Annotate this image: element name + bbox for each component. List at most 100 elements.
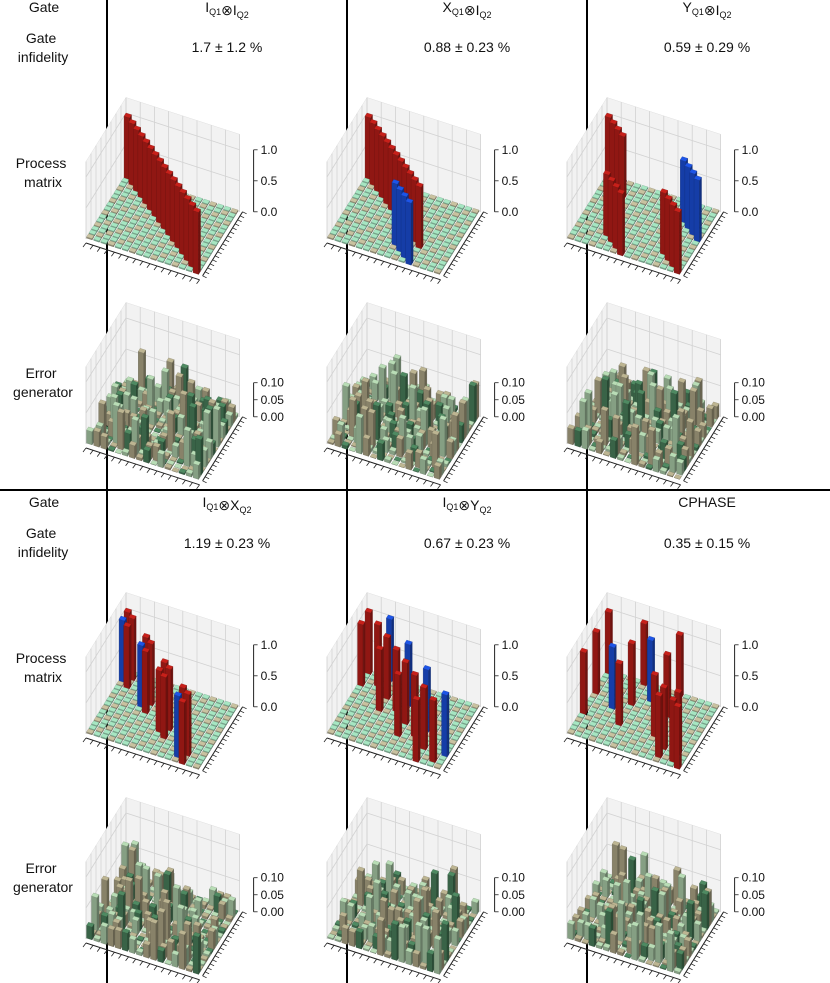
y-tick (470, 231, 476, 235)
error-bar-2-15 (100, 921, 109, 946)
x-tick (394, 760, 399, 766)
gate-name-4-part-1: ⊗ (458, 497, 470, 513)
error-bar-1-10 (346, 901, 355, 923)
row-label-process-top: Process matrix (16, 155, 70, 190)
x-tick (670, 772, 674, 777)
error-bar-15-14 (676, 458, 685, 476)
floor-cell-0-2 (118, 181, 127, 189)
x-tick (423, 479, 427, 485)
x-tick (153, 965, 158, 971)
y-tick (237, 424, 242, 428)
x-tick (139, 261, 144, 266)
y-tick (483, 416, 488, 420)
error-bar-15-9 (207, 926, 216, 951)
z-tick-label: 0.10 (261, 376, 285, 390)
x-tick (125, 461, 129, 467)
x-tick (394, 965, 399, 971)
floor-cell-12-14 (174, 257, 182, 265)
gate-name-5-part-0: CPHASE (678, 494, 736, 510)
y-tick (708, 935, 713, 939)
x-tick (613, 463, 618, 469)
floor-cell-2-4 (369, 194, 377, 202)
x-tick (563, 737, 568, 743)
y-tick (217, 251, 222, 255)
floor-cell-0-13 (91, 225, 100, 233)
x-tick (89, 450, 94, 455)
floor-cell-6-13 (133, 239, 142, 247)
gate-name-2-sub-0: Q1 (692, 7, 704, 17)
x-tick (570, 945, 575, 950)
x-tick (627, 963, 632, 968)
floor-cell-7-11 (146, 233, 154, 241)
x-tick (401, 763, 406, 768)
y-tick (715, 718, 721, 722)
error-bar-4-15 (595, 437, 604, 455)
y-tick (463, 943, 468, 947)
gate-name-3-sub-0: Q1 (206, 502, 218, 512)
chart-error-generator-11: 0.00 0.05 0.10 (563, 796, 766, 983)
x-tick (663, 274, 667, 280)
floor-cell-8-15 (384, 251, 393, 259)
x-tick (174, 972, 179, 978)
floor-cell-2-5 (125, 198, 134, 206)
floor-cell-14-15 (185, 265, 194, 273)
floor-cell-13-15 (178, 263, 187, 271)
x-tick (577, 947, 582, 952)
y-tick (450, 468, 456, 472)
error-bar-12-15 (412, 949, 421, 969)
y-tick (239, 215, 245, 219)
x-tick (380, 756, 385, 761)
x-tick (641, 268, 646, 273)
floor-cell-13-14 (181, 259, 190, 267)
y-axis-line (202, 211, 244, 277)
chart-process-matrix-1: 0.0 0.5 1.0 (323, 96, 519, 285)
x-tick (160, 473, 165, 478)
process-bar-11-15 (405, 198, 414, 266)
error-bar-6-15 (609, 930, 618, 955)
floor-cell-7-15 (377, 249, 385, 257)
row-label-error-bottom: Error generator (13, 860, 73, 895)
process-bar-4-7 (375, 645, 384, 713)
x-tick (196, 484, 200, 490)
z-tick-label: 0.5 (261, 669, 278, 683)
error-bar-5-15 (121, 928, 130, 952)
z-tick-label: 0.0 (261, 700, 278, 714)
y-tick (705, 444, 711, 448)
y-tick (229, 931, 235, 935)
error-bar-11-15 (405, 947, 414, 966)
y-tick (445, 476, 451, 480)
process-bar-12-12 (420, 683, 428, 752)
y-tick (460, 742, 466, 746)
floor-cell-0-14 (88, 229, 97, 237)
y-tick (713, 432, 718, 436)
z-tick-label: 1.0 (261, 638, 278, 652)
z-tick-label: 0.10 (742, 871, 766, 885)
floor-cell-10-12 (164, 244, 173, 252)
error-bar-15-2 (706, 404, 715, 428)
z-tick-label: 0.0 (502, 700, 519, 714)
x-tick (401, 968, 406, 973)
chart-error-generator-9: 0.00 0.05 0.10 (82, 796, 284, 983)
z-tick-label: 1.0 (742, 143, 759, 157)
floor-cell-9-15 (391, 254, 400, 262)
z-tick-label: 0.00 (742, 905, 766, 919)
x-tick (599, 254, 603, 259)
z-tick-label: 0.05 (742, 888, 766, 902)
y-tick (453, 259, 458, 263)
floor-cell-6-15 (369, 247, 378, 255)
y-tick (448, 967, 453, 971)
y-tick (723, 416, 728, 420)
floor-cell-1-10 (346, 215, 355, 223)
y-tick (480, 420, 486, 424)
floor-cell-5-15 (121, 245, 130, 252)
error-bar-4-15 (355, 927, 364, 950)
x-tick (189, 482, 193, 487)
x-tick (415, 272, 420, 278)
x-tick (323, 737, 328, 743)
x-tick (96, 742, 101, 747)
error-bar-3-15 (348, 446, 357, 453)
x-tick (146, 263, 151, 268)
y-tick (242, 911, 247, 915)
error-bar-0-15 (567, 919, 576, 941)
x-tick (387, 758, 392, 763)
